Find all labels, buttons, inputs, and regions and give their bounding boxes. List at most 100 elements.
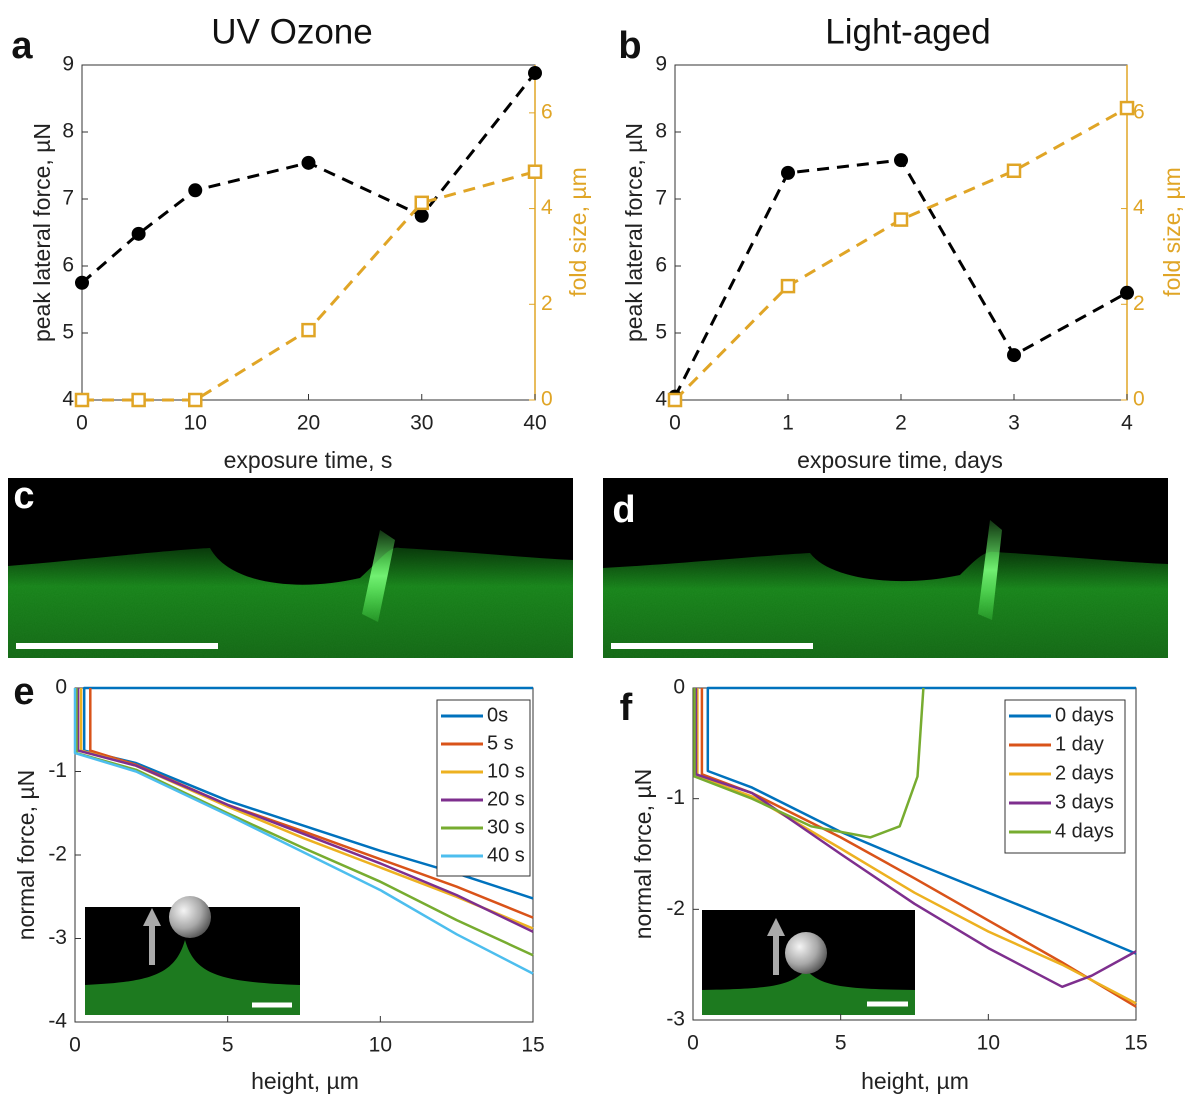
y-tick-label: 5 xyxy=(62,321,74,344)
marker xyxy=(301,322,316,338)
series-line xyxy=(693,687,925,839)
marker xyxy=(1119,100,1135,116)
x-axis-label: height, µm xyxy=(251,1068,359,1094)
y-tick-label: -4 xyxy=(48,1010,67,1033)
marker xyxy=(528,66,542,81)
y2-axis-label: fold size, µm xyxy=(1159,167,1185,297)
series-line xyxy=(673,106,1128,402)
marker xyxy=(1006,163,1022,179)
x-tick-label: 20 xyxy=(297,412,320,435)
x-axis-label: height, µm xyxy=(861,1068,969,1094)
series-line xyxy=(694,688,1137,989)
marker xyxy=(527,164,543,179)
x-tick-label: 4 xyxy=(1121,412,1133,435)
series-line xyxy=(700,688,1137,1008)
x-tick-label: 3 xyxy=(1008,412,1020,435)
panel-label: f xyxy=(620,687,633,729)
series-line xyxy=(673,158,1128,398)
x-tick-label: 15 xyxy=(521,1034,544,1057)
y2-tick-label: 0 xyxy=(1133,388,1145,411)
y-tick-label: 8 xyxy=(62,120,74,143)
marker xyxy=(131,392,146,408)
marker xyxy=(414,195,429,211)
y2-tick-label: 6 xyxy=(1133,100,1145,123)
x-tick-label: 0 xyxy=(687,1032,699,1055)
x-tick-label: 5 xyxy=(835,1032,847,1055)
legend-box xyxy=(436,699,531,877)
marker xyxy=(188,392,203,408)
y2-tick-label: 2 xyxy=(541,292,553,315)
marker xyxy=(1007,348,1021,363)
chart-title: Light-aged xyxy=(825,12,990,51)
x-tick-label: 0 xyxy=(76,412,88,435)
legend-label: 20 s xyxy=(487,788,525,810)
y-tick-label: -2 xyxy=(48,843,67,866)
y-tick-label: 0 xyxy=(55,676,67,699)
y-tick-label: -2 xyxy=(666,897,685,920)
y2-tick-label: 6 xyxy=(541,100,553,123)
marker xyxy=(301,155,316,170)
marker xyxy=(1120,285,1134,300)
marker xyxy=(780,278,796,294)
axes-box xyxy=(81,64,536,401)
legend-label: 5 s xyxy=(487,732,514,754)
y-tick-label: 8 xyxy=(655,120,667,143)
x-tick-label: 40 xyxy=(523,412,546,435)
legend-label: 0 days xyxy=(1055,704,1114,726)
y-tick-label: 7 xyxy=(655,187,667,210)
y-tick-label: -3 xyxy=(48,926,67,949)
marker xyxy=(414,208,429,223)
series-line xyxy=(73,688,534,975)
panel-label: b xyxy=(618,25,641,67)
y-tick-label: 0 xyxy=(673,676,685,699)
micrograph-c xyxy=(8,478,573,658)
x-tick-label: 10 xyxy=(369,1034,392,1057)
x-axis-label: exposure time, days xyxy=(797,447,1003,473)
y-tick-label: 9 xyxy=(655,53,667,76)
legend-label: 30 s xyxy=(487,816,525,838)
series-line xyxy=(76,688,534,933)
legend-label: 4 days xyxy=(1055,820,1114,842)
y-tick-label: -3 xyxy=(666,1008,685,1031)
marker xyxy=(131,226,146,241)
y-axis-label: normal force, µN xyxy=(13,770,39,940)
legend-label: 10 s xyxy=(487,760,525,782)
inset-f xyxy=(702,910,915,1015)
y2-tick-label: 0 xyxy=(541,388,553,411)
panel-label: d xyxy=(612,489,635,531)
series-line xyxy=(82,686,534,900)
axes-box xyxy=(674,64,1128,401)
x-tick-label: 10 xyxy=(184,412,207,435)
legend-box xyxy=(1004,699,1126,854)
y2-tick-label: 4 xyxy=(541,196,553,219)
panel-label: c xyxy=(13,475,34,517)
y-tick-label: -1 xyxy=(666,786,685,809)
series-line xyxy=(81,72,537,284)
marker xyxy=(188,183,203,198)
x-tick-label: 1 xyxy=(782,412,794,435)
x-tick-label: 0 xyxy=(69,1034,81,1057)
marker xyxy=(894,153,908,168)
y-tick-label: 7 xyxy=(62,187,74,210)
x-tick-label: 2 xyxy=(895,412,907,435)
legend-label: 0s xyxy=(487,704,508,726)
y-axis-label: peak lateral force, µN xyxy=(621,123,647,342)
panel-label: a xyxy=(11,25,33,67)
y-tick-label: 4 xyxy=(655,388,667,411)
x-tick-label: 10 xyxy=(977,1032,1000,1055)
marker xyxy=(75,275,89,290)
inset-e xyxy=(85,896,300,1015)
x-tick-label: 0 xyxy=(669,412,681,435)
y-tick-label: 5 xyxy=(655,321,667,344)
series-line xyxy=(82,170,536,402)
marker xyxy=(667,392,683,408)
legend-label: 2 days xyxy=(1055,762,1114,784)
x-axis-label: exposure time, s xyxy=(224,447,393,473)
legend-label: 3 days xyxy=(1055,791,1114,813)
y-axis-label: peak lateral force, µN xyxy=(29,123,55,342)
y2-axis-label: fold size, µm xyxy=(565,167,591,297)
marker xyxy=(893,212,909,227)
y-tick-label: 6 xyxy=(655,254,667,277)
chart-title: UV Ozone xyxy=(211,12,372,51)
